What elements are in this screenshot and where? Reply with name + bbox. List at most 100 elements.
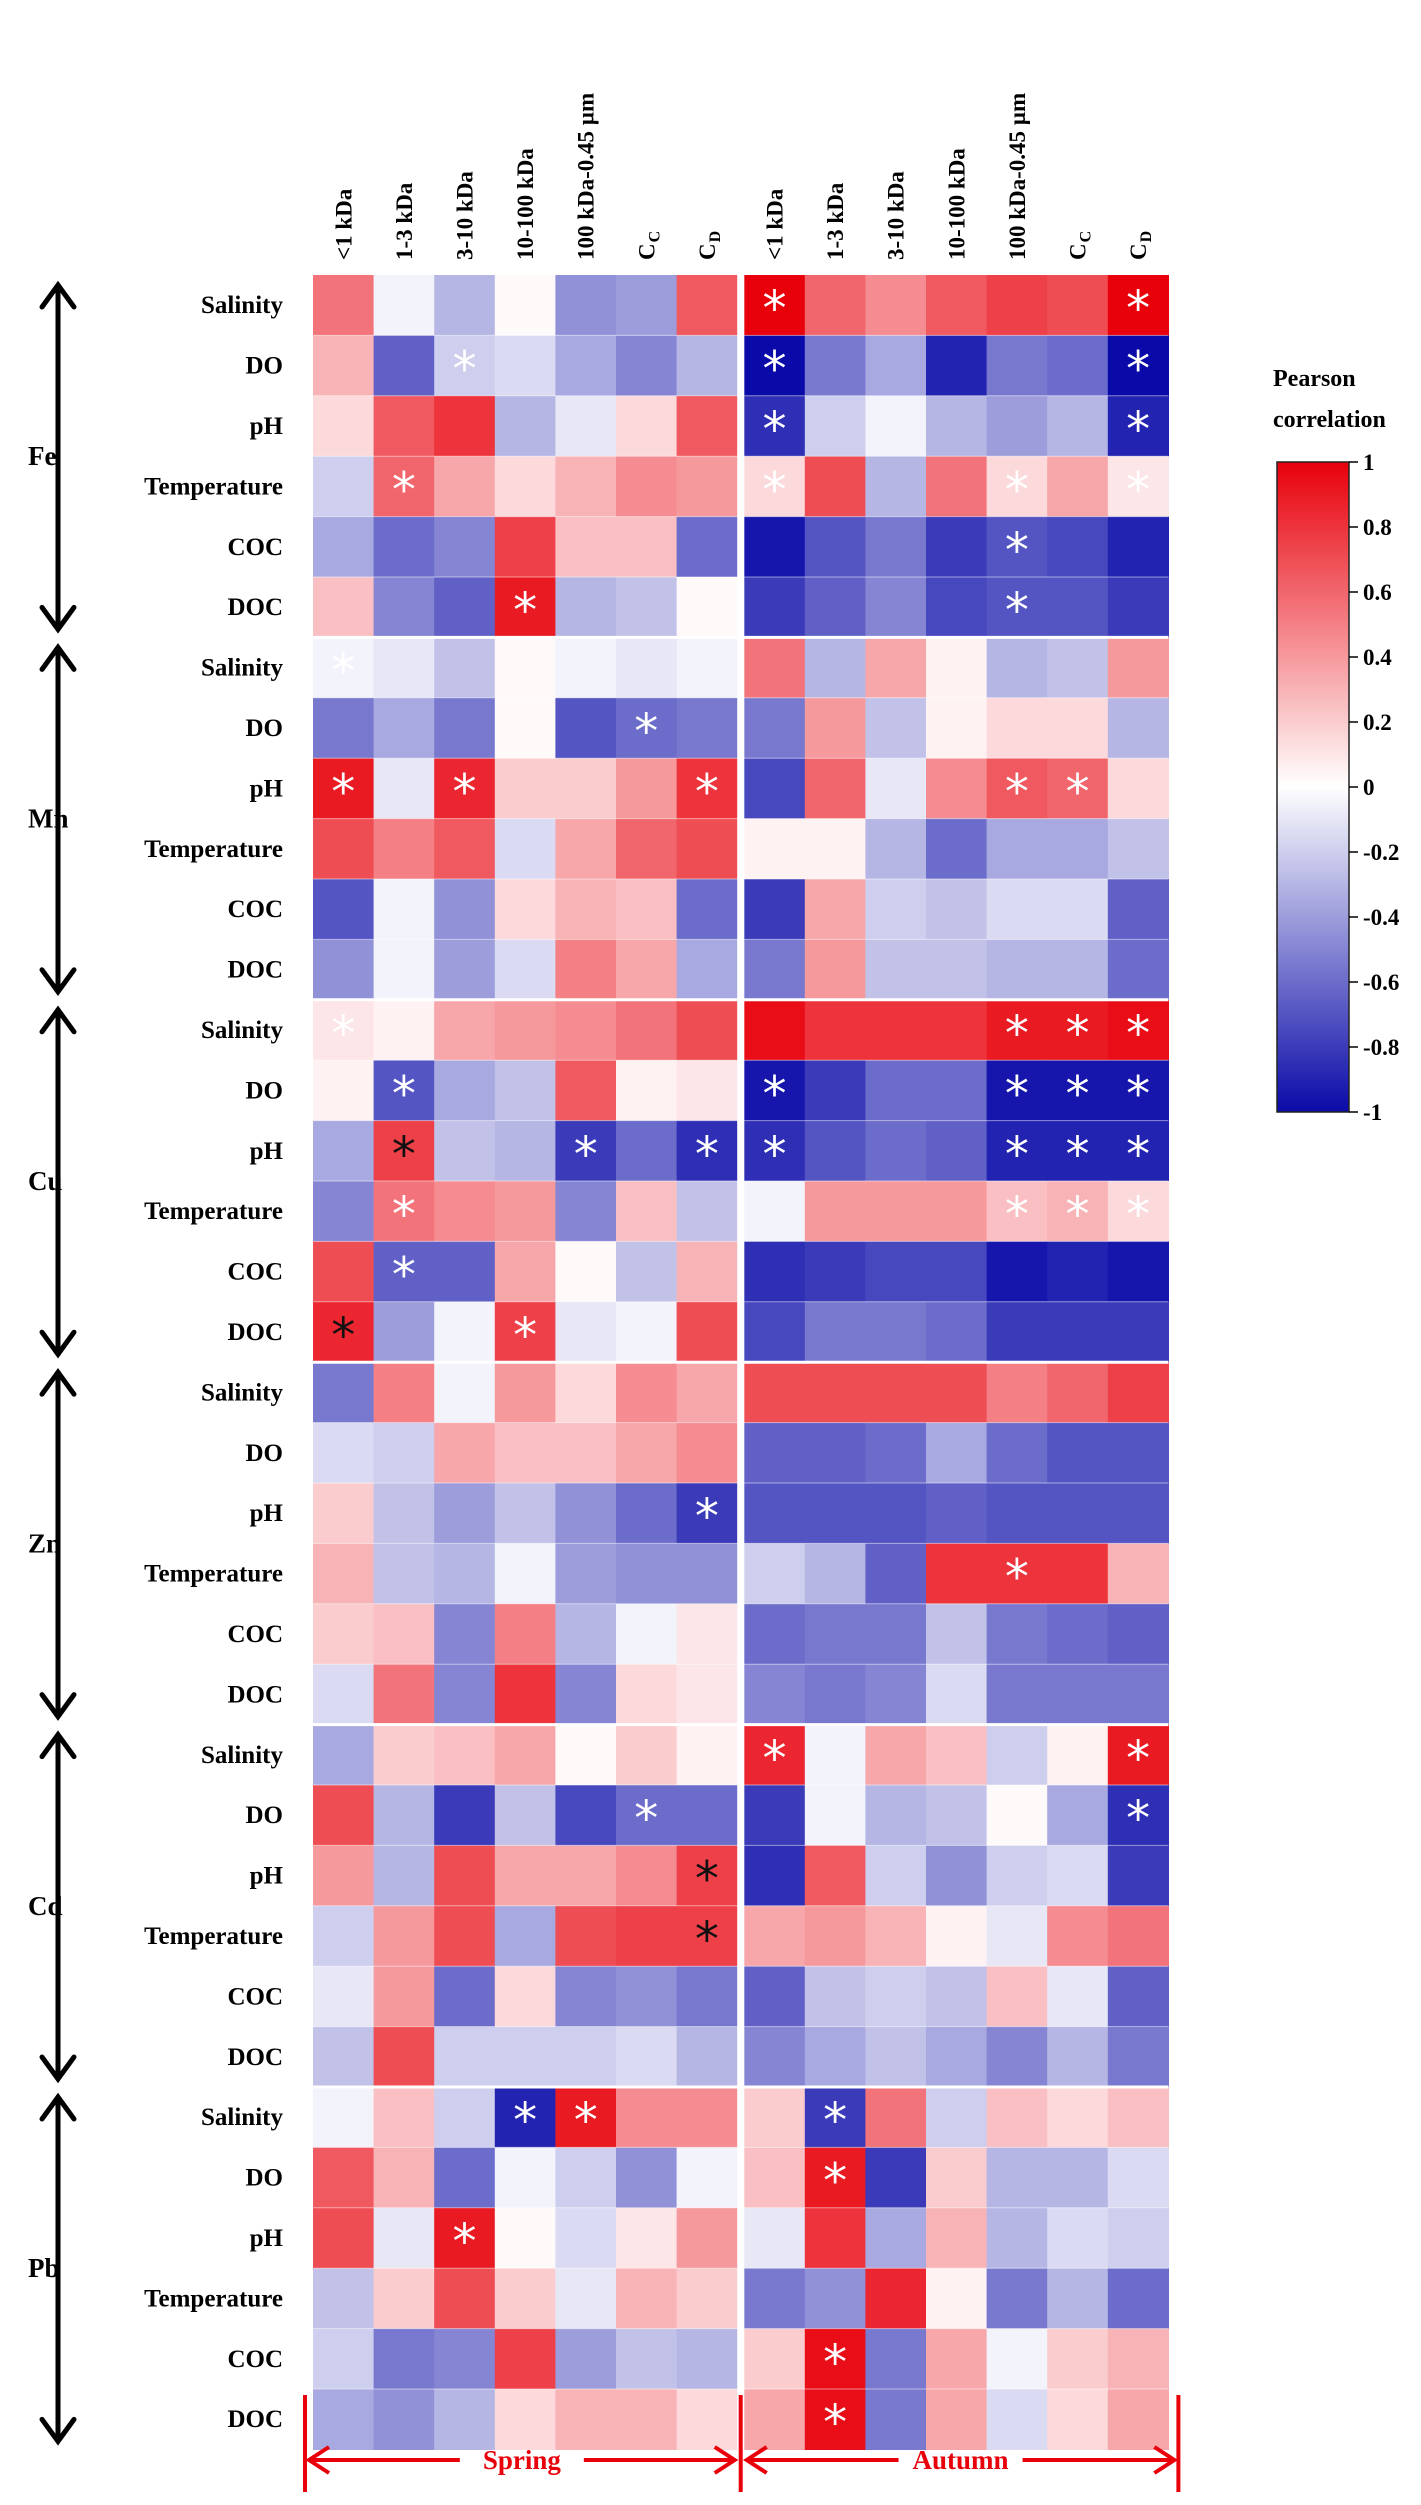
heatmap-cell — [616, 1120, 678, 1182]
heatmap-cell — [616, 1724, 678, 1786]
heatmap-cell — [555, 1483, 617, 1544]
significance-star: * — [1005, 764, 1029, 820]
row-label: Salinity — [201, 1017, 283, 1044]
column-label: 1-3 kDa — [392, 182, 417, 260]
row-label: Salinity — [201, 655, 283, 682]
heatmap-cell — [616, 758, 678, 820]
significance-star: * — [1126, 462, 1150, 518]
heatmap-cell — [926, 1181, 988, 1242]
heatmap-cell — [804, 456, 866, 518]
heatmap-cell — [616, 516, 678, 578]
heatmap-cell — [1107, 2207, 1169, 2269]
autumn-arrow-right — [1153, 2445, 1179, 2475]
heatmap-cell — [865, 1060, 927, 1122]
heatmap-cell — [865, 1181, 927, 1242]
heatmap-cell — [744, 1301, 806, 1363]
heatmap-cell — [616, 1785, 678, 1846]
significance-star: * — [1126, 1791, 1150, 1847]
heatmap-cell — [555, 2268, 617, 2330]
heatmap-cell — [1107, 1603, 1169, 1665]
significance-star: * — [1005, 1006, 1029, 1062]
heatmap-cell — [1047, 1905, 1109, 1967]
significance-star: * — [331, 1308, 355, 1364]
heatmap-cell — [1047, 999, 1109, 1061]
heatmap-cell — [986, 1845, 1048, 1907]
spring-arrow-right — [713, 2445, 739, 2475]
heatmap-cell — [1047, 335, 1109, 397]
heatmap-cell — [313, 818, 375, 880]
heatmap-cell — [744, 637, 806, 699]
heatmap-cell — [434, 1483, 496, 1544]
heatmap-cell — [373, 1845, 435, 1907]
heatmap-cell — [865, 1724, 927, 1786]
column-label-subscript: D — [707, 231, 724, 243]
row-label: Salinity — [201, 2104, 283, 2131]
heatmap-cell — [744, 1483, 806, 1544]
column-label-text: 10-100 kDa — [944, 148, 969, 260]
heatmap-cell — [676, 939, 738, 1001]
heatmap-cell — [1107, 1905, 1169, 1967]
significance-star: * — [574, 1127, 598, 1183]
significance-star: * — [695, 1489, 719, 1545]
heatmap-cell — [434, 335, 496, 397]
heatmap-cell — [434, 2147, 496, 2209]
heatmap-cell — [1107, 1241, 1169, 1303]
row-label: Temperature — [144, 473, 283, 500]
heatmap-cell — [555, 2026, 617, 2088]
heatmap-cell — [313, 1724, 375, 1786]
significance-star: * — [1005, 1066, 1029, 1122]
heatmap-cell — [434, 1724, 496, 1786]
heatmap-cell — [616, 1543, 678, 1605]
column-label-text: 3-10 kDa — [884, 171, 909, 260]
heatmap-cell — [986, 879, 1048, 940]
row-label: DOC — [227, 2406, 283, 2433]
heatmap-cell — [555, 516, 617, 578]
heatmap-cell — [494, 1724, 556, 1786]
heatmap-cell — [555, 1181, 617, 1242]
heatmap-cell — [1107, 758, 1169, 820]
heatmap-cell — [373, 758, 435, 820]
heatmap-cell — [676, 1966, 738, 2028]
heatmap-cell — [1047, 2328, 1109, 2390]
heatmap-cell — [744, 456, 806, 518]
heatmap-cell — [1047, 1543, 1109, 1605]
heatmap-cell — [555, 1966, 617, 2028]
row-label: pH — [250, 1863, 284, 1890]
heatmap-cell — [1107, 637, 1169, 699]
heatmap-cell — [926, 758, 988, 820]
legend-tick-label: -0.4 — [1363, 905, 1400, 930]
row-label: COC — [227, 896, 283, 923]
autumn-label: Autumn — [913, 2445, 1009, 2475]
heatmap-cell — [434, 516, 496, 578]
significance-star: * — [1126, 281, 1150, 337]
row-label: COC — [227, 2346, 283, 2373]
heatmap-cell — [616, 577, 678, 638]
heatmap-cell — [494, 1181, 556, 1242]
heatmap-cell — [1047, 879, 1109, 940]
heatmap-cell — [313, 395, 375, 457]
heatmap-cell — [804, 1664, 866, 1726]
heatmap-cell — [1107, 335, 1169, 397]
column-label-text: 100 kDa-0.45 µm — [1005, 93, 1030, 260]
heatmap-cell — [676, 335, 738, 397]
metal-label: Pb — [28, 2253, 60, 2283]
row-label: COC — [227, 534, 283, 561]
heatmap-cell — [555, 939, 617, 1001]
heatmap-cell — [926, 1422, 988, 1484]
heatmap-cell — [744, 577, 806, 638]
heatmap-cell — [313, 1785, 375, 1846]
heatmap-cell — [555, 697, 617, 759]
heatmap-cell — [555, 1120, 617, 1182]
heatmap-cell — [1107, 2268, 1169, 2330]
row-label: Temperature — [144, 836, 283, 863]
heatmap-cell — [676, 275, 738, 336]
group-arrow-head-up — [39, 1367, 77, 1397]
heatmap-cell — [865, 456, 927, 518]
heatmap-cell — [744, 1543, 806, 1605]
row-label: DO — [246, 1077, 284, 1104]
heatmap-cell — [1107, 697, 1169, 759]
heatmap-cell — [313, 1362, 375, 1424]
heatmap-cell — [1047, 456, 1109, 518]
heatmap-cell — [373, 335, 435, 397]
heatmap-cell — [744, 1905, 806, 1967]
